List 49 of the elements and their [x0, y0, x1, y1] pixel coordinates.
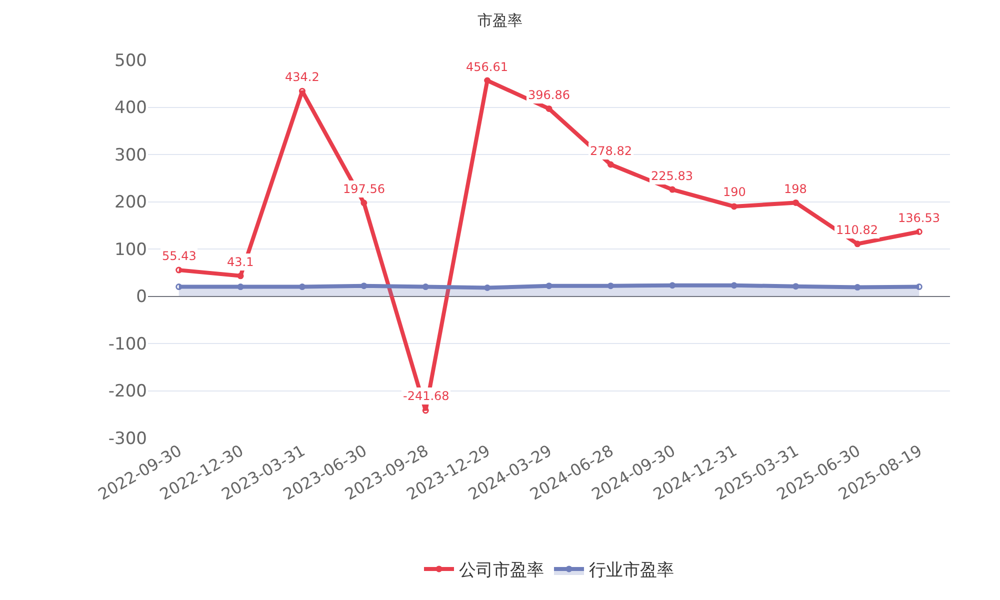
data-label: 55.43: [162, 249, 196, 263]
data-label: 190: [723, 185, 746, 199]
point: [237, 284, 244, 290]
data-label: -241.68: [403, 389, 450, 403]
point: [422, 407, 429, 414]
data-label: 110.82: [836, 223, 878, 237]
point: [176, 284, 182, 290]
data-label: 198: [784, 182, 807, 196]
point: [792, 199, 800, 206]
point: [484, 77, 491, 84]
point: [669, 282, 676, 289]
point: [854, 284, 861, 291]
point: [916, 228, 922, 235]
y-tick-label: -300: [108, 428, 147, 449]
data-label: 225.83: [651, 169, 693, 183]
y-tick-label: 100: [114, 240, 147, 260]
data-label: 136.53: [898, 211, 940, 225]
y-tick-label: 500: [114, 50, 147, 71]
point: [298, 284, 306, 290]
point: [360, 200, 368, 206]
point: [546, 105, 552, 112]
point: [916, 284, 922, 290]
chart-title: 市盈率: [478, 12, 522, 30]
data-label: 278.82: [590, 144, 632, 158]
point: [669, 186, 676, 193]
point: [730, 282, 738, 289]
y-tick-label: 400: [114, 98, 147, 118]
point: [176, 266, 182, 274]
point: [546, 282, 552, 290]
data-label: 43.1: [227, 255, 254, 269]
point: [422, 284, 429, 290]
data-label: 197.56: [343, 182, 385, 196]
point: [484, 284, 491, 291]
y-tick-label: 200: [114, 192, 147, 213]
point: [730, 203, 738, 210]
y-tick-label: 0: [136, 287, 147, 308]
y-tick-label: 300: [114, 145, 147, 166]
data-label: 434.2: [285, 70, 320, 84]
y-tick-label: -200: [108, 382, 147, 402]
point: [237, 272, 244, 280]
legend-label: 行业市盈率: [589, 560, 674, 581]
point: [607, 282, 614, 290]
legend-label: 公司市盈率: [459, 560, 544, 581]
point: [854, 240, 861, 248]
data-label: 456.61: [466, 60, 508, 74]
data-label: 396.86: [528, 88, 570, 102]
point: [792, 283, 800, 290]
y-tick-label: -100: [108, 334, 147, 354]
point: [607, 161, 614, 168]
